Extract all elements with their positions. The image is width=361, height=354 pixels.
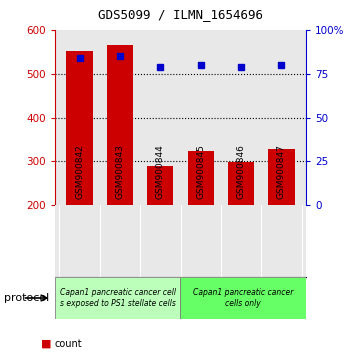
Bar	[228, 162, 254, 205]
Bar	[107, 45, 133, 205]
Bar	[188, 151, 214, 205]
Bar	[147, 166, 173, 205]
Text: count: count	[55, 339, 83, 349]
Bar	[180, 277, 306, 319]
Bar	[55, 277, 180, 319]
Text: GDS5099 / ILMN_1654696: GDS5099 / ILMN_1654696	[98, 8, 263, 21]
Text: Capan1 pancreatic cancer
cells only: Capan1 pancreatic cancer cells only	[193, 288, 293, 308]
Bar	[268, 149, 295, 205]
Text: Capan1 pancreatic cancer cell
s exposed to PS1 stellate cells: Capan1 pancreatic cancer cell s exposed …	[60, 288, 176, 308]
Text: protocol: protocol	[4, 293, 49, 303]
Text: ■: ■	[41, 339, 51, 349]
Bar	[66, 51, 93, 205]
